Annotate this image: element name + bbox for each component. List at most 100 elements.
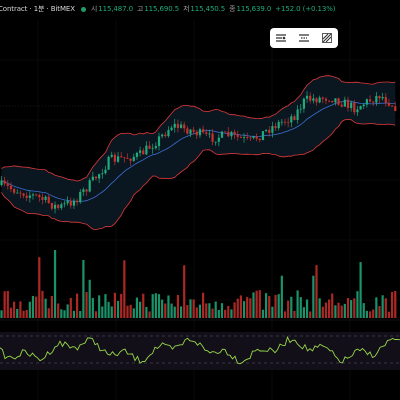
hide-drawings-icon[interactable] bbox=[297, 31, 311, 45]
volume-bar bbox=[280, 275, 283, 318]
close-label: 종 bbox=[229, 5, 236, 13]
candle-body bbox=[123, 157, 126, 159]
volume-bar bbox=[98, 295, 101, 318]
candle-body bbox=[305, 95, 309, 99]
volume-bar bbox=[252, 292, 255, 318]
candle-body bbox=[211, 133, 214, 142]
candle-body bbox=[287, 121, 290, 123]
volume-bar bbox=[268, 296, 271, 318]
candle-body bbox=[47, 196, 50, 203]
candle-body bbox=[139, 150, 142, 153]
volume-bar bbox=[220, 303, 224, 318]
candle-body bbox=[340, 104, 343, 107]
candle-body bbox=[359, 106, 362, 110]
candle-body bbox=[129, 158, 132, 161]
candle-body bbox=[227, 131, 230, 137]
candle-body bbox=[85, 189, 88, 192]
candle-body bbox=[148, 145, 151, 149]
volume-bar bbox=[94, 311, 98, 318]
candle-body bbox=[53, 204, 57, 209]
candle-body bbox=[183, 124, 186, 129]
volume-bar bbox=[283, 311, 287, 318]
candle-body bbox=[198, 129, 202, 136]
volume-bar bbox=[224, 309, 227, 318]
volume-bar bbox=[66, 304, 69, 318]
volume-bar bbox=[305, 299, 309, 318]
candle-body bbox=[309, 95, 312, 101]
volume-bar bbox=[69, 297, 72, 318]
candle-body bbox=[331, 100, 334, 103]
volume-bar bbox=[233, 302, 236, 318]
market-status-icon bbox=[80, 6, 86, 12]
candle-body bbox=[9, 185, 13, 189]
candle-body bbox=[337, 98, 340, 105]
candles bbox=[0, 91, 397, 214]
volume-bar bbox=[13, 301, 16, 318]
volume-bar bbox=[378, 306, 381, 318]
volume-bar bbox=[271, 306, 274, 318]
low-label: 저 bbox=[183, 5, 190, 13]
volume-bar bbox=[6, 290, 9, 318]
candle-body bbox=[394, 106, 397, 111]
change-value: +152.0 (+0.13%) bbox=[275, 5, 336, 13]
candle-body bbox=[290, 116, 293, 123]
symbol-title[interactable]: Contract · 1분 · BitMEX bbox=[0, 5, 75, 13]
candle-body bbox=[318, 97, 321, 103]
candle-body bbox=[356, 109, 359, 113]
high-value: 115,690.5 bbox=[144, 5, 180, 13]
candle-body bbox=[365, 99, 368, 105]
candle-body bbox=[164, 134, 167, 137]
candle-body bbox=[362, 104, 365, 107]
volume-bars bbox=[0, 250, 397, 318]
volume-bar bbox=[31, 295, 35, 318]
candle-body bbox=[6, 183, 9, 186]
candle-body bbox=[186, 128, 189, 134]
candle-body bbox=[350, 102, 353, 109]
volume-bar bbox=[391, 291, 394, 318]
candle-body bbox=[126, 157, 129, 159]
candle-body bbox=[132, 156, 135, 161]
volume-bar bbox=[375, 297, 378, 318]
candle-body bbox=[135, 152, 139, 157]
volume-bar bbox=[236, 298, 239, 318]
volume-bar bbox=[19, 301, 22, 318]
candle-body bbox=[372, 101, 375, 103]
candle-body bbox=[236, 134, 239, 137]
candle-body bbox=[189, 129, 192, 134]
candle-body bbox=[116, 156, 120, 162]
volume-bar bbox=[195, 307, 198, 318]
volume-bar bbox=[350, 300, 353, 318]
close-value: 115,639.0 bbox=[236, 5, 272, 13]
candle-body bbox=[44, 196, 47, 200]
volume-bar bbox=[230, 309, 233, 318]
candle-body bbox=[31, 194, 35, 196]
candle-body bbox=[167, 130, 170, 137]
bb-middle bbox=[1, 100, 396, 203]
volume-bar bbox=[227, 305, 230, 318]
candle-body bbox=[101, 173, 104, 175]
candle-body bbox=[170, 127, 173, 131]
volume-bar bbox=[343, 303, 346, 318]
candle-body bbox=[16, 192, 19, 194]
volume-bar bbox=[299, 297, 302, 318]
candle-body bbox=[157, 136, 161, 147]
volume-bar bbox=[324, 302, 328, 318]
show-objects-icon[interactable] bbox=[274, 31, 288, 45]
bar-pattern-icon[interactable] bbox=[320, 31, 334, 45]
volume-bar bbox=[290, 296, 293, 318]
volume-bar bbox=[362, 303, 365, 318]
volume-bar bbox=[179, 306, 183, 318]
bb-upper bbox=[1, 75, 396, 182]
candle-body bbox=[179, 124, 183, 128]
candle-body bbox=[19, 192, 22, 194]
candle-body bbox=[214, 141, 217, 143]
volume-bar bbox=[53, 250, 57, 318]
candle-body bbox=[381, 96, 384, 99]
candle-body bbox=[142, 150, 145, 155]
volume-bar bbox=[368, 311, 372, 318]
volume-bar bbox=[217, 309, 220, 318]
volume-bar bbox=[309, 311, 312, 318]
candle-body bbox=[302, 98, 305, 109]
volume-bar bbox=[255, 290, 258, 318]
